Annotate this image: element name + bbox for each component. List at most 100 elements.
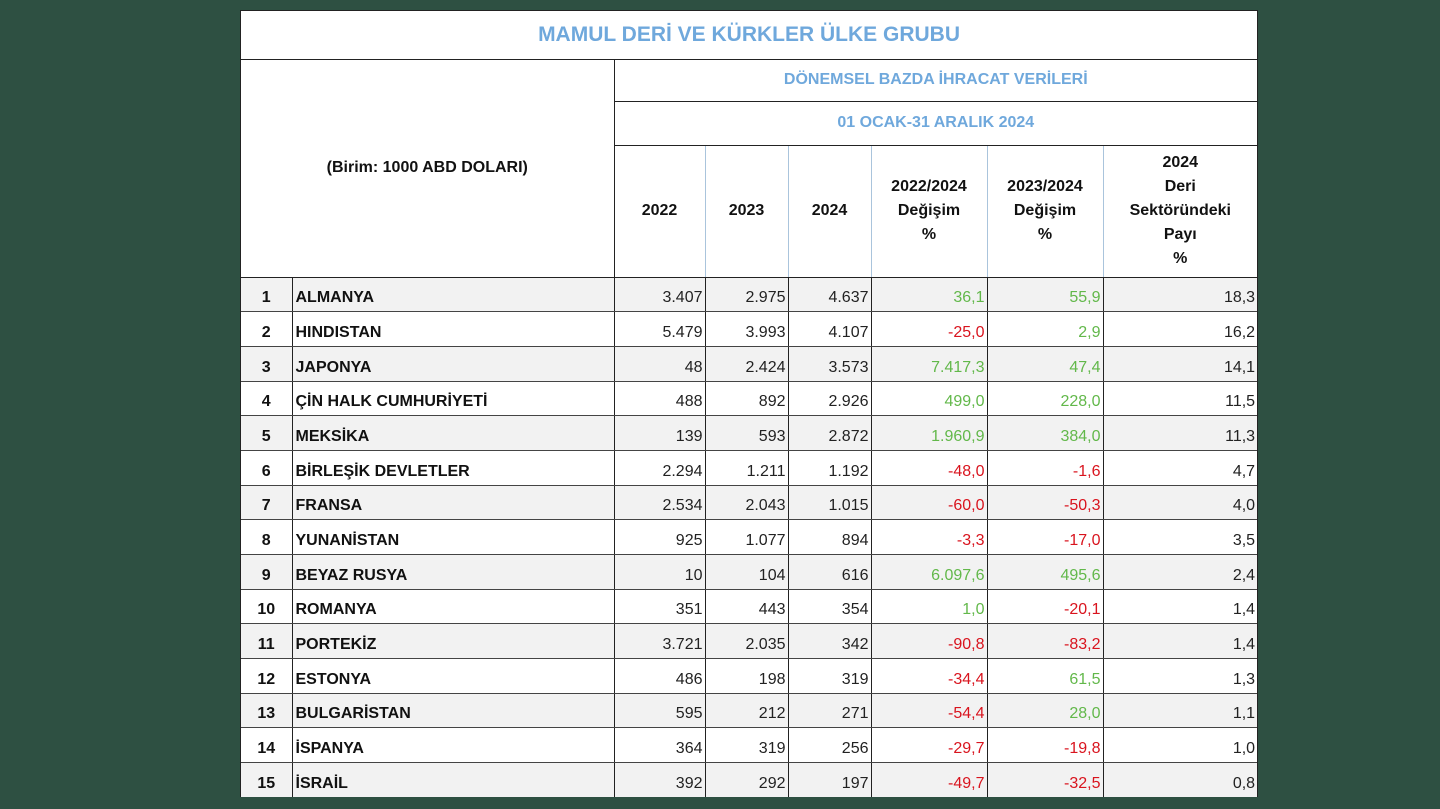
sector-share: 18,3 xyxy=(1103,277,1258,313)
value-2023: 2.035 xyxy=(705,623,789,660)
change-2023-2024: -50,3 xyxy=(987,485,1104,521)
change-2022-2024: -25,0 xyxy=(871,311,988,347)
value-2023: 2.424 xyxy=(705,346,789,382)
table-row: 7 FRANSA 2.534 2.043 1.015 -60,0 -50,3 4,0 xyxy=(241,485,1258,521)
period-label: 01 OCAK-31 ARALIK 2024 xyxy=(614,101,1258,146)
sector-share: 4,0 xyxy=(1103,485,1258,521)
export-data-table: MAMUL DERİ VE KÜRKLER ÜLKE GRUBU (Birim:… xyxy=(241,11,1258,798)
row-rank: 6 xyxy=(241,450,293,486)
change-2022-2024: -48,0 xyxy=(871,450,988,486)
table-row: 9 BEYAZ RUSYA 10 104 616 6.097,6 495,6 2,4 xyxy=(241,554,1258,590)
value-2024: 3.573 xyxy=(788,346,872,382)
row-rank: 13 xyxy=(241,693,293,729)
row-rank: 4 xyxy=(241,381,293,417)
change-2023-2024: 61,5 xyxy=(987,658,1104,694)
change-2023-2024: 495,6 xyxy=(987,554,1104,590)
change-2022-2024: -29,7 xyxy=(871,727,988,764)
table-row: 11 PORTEKİZ 3.721 2.035 342 -90,8 -83,2 1,4 xyxy=(241,623,1258,660)
value-2023: 2.043 xyxy=(705,485,789,521)
change-2022-2024: -60,0 xyxy=(871,485,988,521)
change-2022-2024: -54,4 xyxy=(871,693,988,729)
value-2024: 4.107 xyxy=(788,311,872,347)
table-row: 1 ALMANYA 3.407 2.975 4.637 36,1 55,9 18,3 xyxy=(241,277,1258,313)
value-2024: 616 xyxy=(788,554,872,590)
change-2022-2024: 36,1 xyxy=(871,277,988,313)
row-rank: 14 xyxy=(241,727,293,764)
row-rank: 5 xyxy=(241,415,293,451)
change-2023-2024: -19,8 xyxy=(987,727,1104,764)
value-2022: 10 xyxy=(614,554,706,590)
sector-share: 1,1 xyxy=(1103,693,1258,729)
sector-share: 2,4 xyxy=(1103,554,1258,590)
change-2022-2024: 6.097,6 xyxy=(871,554,988,590)
change-2023-2024: -17,0 xyxy=(987,519,1104,555)
value-2022: 2.294 xyxy=(614,450,706,486)
row-rank: 10 xyxy=(241,589,293,625)
row-rank: 9 xyxy=(241,554,293,590)
sector-share: 1,3 xyxy=(1103,658,1258,694)
table-body: 1 ALMANYA 3.407 2.975 4.637 36,1 55,9 18,3 2 HIND… xyxy=(241,277,1258,798)
value-2022: 5.479 xyxy=(614,311,706,347)
sector-share: 1,0 xyxy=(1103,727,1258,764)
column-header-2023: 2023 xyxy=(705,145,789,278)
value-2023: 292 xyxy=(705,762,789,798)
value-2024: 342 xyxy=(788,623,872,660)
value-2024: 256 xyxy=(788,727,872,764)
change-2022-2024: -90,8 xyxy=(871,623,988,660)
value-2024: 894 xyxy=(788,519,872,555)
row-rank: 8 xyxy=(241,519,293,555)
value-2023: 593 xyxy=(705,415,789,451)
table-row: 4 ÇİN HALK CUMHURİYETİ 488 892 2.926 499,0 228… xyxy=(241,381,1258,417)
country-name: İSPANYA xyxy=(292,727,615,764)
change-2022-2024: -49,7 xyxy=(871,762,988,798)
table-row: 13 BULGARİSTAN 595 212 271 -54,4 28,0 1,1 xyxy=(241,693,1258,729)
table-row: 5 MEKSİKA 139 593 2.872 1.960,9 384,0 11,3 xyxy=(241,415,1258,451)
table-row: 12 ESTONYA 486 198 319 -34,4 61,5 1,3 xyxy=(241,658,1258,694)
country-name: ALMANYA xyxy=(292,277,615,313)
change-2022-2024: 1.960,9 xyxy=(871,415,988,451)
country-name: BEYAZ RUSYA xyxy=(292,554,615,590)
value-2024: 319 xyxy=(788,658,872,694)
country-name: PORTEKİZ xyxy=(292,623,615,660)
sector-share: 11,5 xyxy=(1103,381,1258,417)
value-2022: 488 xyxy=(614,381,706,417)
country-name: İSRAİL xyxy=(292,762,615,798)
change-2022-2024: 1,0 xyxy=(871,589,988,625)
value-2023: 104 xyxy=(705,554,789,590)
change-2023-2024: 28,0 xyxy=(987,693,1104,729)
value-2022: 3.407 xyxy=(614,277,706,313)
value-2022: 925 xyxy=(614,519,706,555)
table-row: 6 BİRLEŞİK DEVLETLER 2.294 1.211 1.192 -48,0-… xyxy=(241,450,1258,486)
sector-share: 0,8 xyxy=(1103,762,1258,798)
column-header-change-2022-2024: 2022/2024 Değişim % xyxy=(871,145,988,278)
country-name: MEKSİKA xyxy=(292,415,615,451)
value-2023: 3.993 xyxy=(705,311,789,347)
value-2022: 48 xyxy=(614,346,706,382)
change-2023-2024: 55,9 xyxy=(987,277,1104,313)
value-2023: 443 xyxy=(705,589,789,625)
value-2024: 2.926 xyxy=(788,381,872,417)
value-2022: 3.721 xyxy=(614,623,706,660)
row-rank: 12 xyxy=(241,658,293,694)
sector-share: 16,2 xyxy=(1103,311,1258,347)
column-header-2024: 2024 xyxy=(788,145,872,278)
value-2023: 1.077 xyxy=(705,519,789,555)
change-2023-2024: -32,5 xyxy=(987,762,1104,798)
country-name: ÇİN HALK CUMHURİYETİ xyxy=(292,381,615,417)
unit-label: (Birim: 1000 ABD DOLARI) xyxy=(241,59,615,278)
value-2024: 1.192 xyxy=(788,450,872,486)
value-2023: 892 xyxy=(705,381,789,417)
value-2023: 2.975 xyxy=(705,277,789,313)
change-2023-2024: 384,0 xyxy=(987,415,1104,451)
row-rank: 15 xyxy=(241,762,293,798)
change-2023-2024: 228,0 xyxy=(987,381,1104,417)
country-name: YUNANİSTAN xyxy=(292,519,615,555)
value-2022: 139 xyxy=(614,415,706,451)
value-2022: 392 xyxy=(614,762,706,798)
country-name: FRANSA xyxy=(292,485,615,521)
change-2023-2024: 47,4 xyxy=(987,346,1104,382)
row-rank: 1 xyxy=(241,277,293,313)
value-2024: 1.015 xyxy=(788,485,872,521)
row-rank: 3 xyxy=(241,346,293,382)
table-title: MAMUL DERİ VE KÜRKLER ÜLKE GRUBU xyxy=(241,11,1258,60)
